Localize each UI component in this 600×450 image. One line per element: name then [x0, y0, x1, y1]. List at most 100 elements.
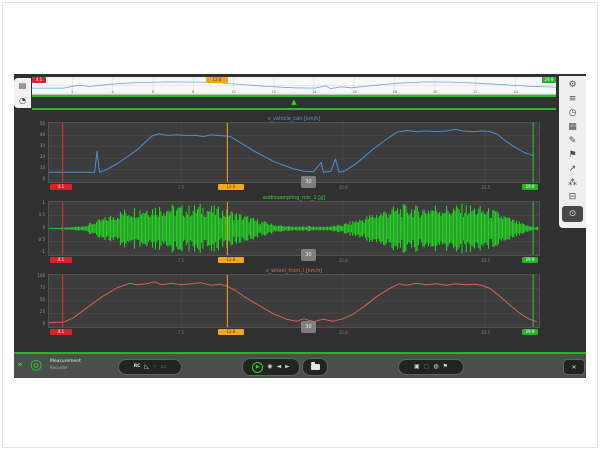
timeline-tick-label: 4	[111, 90, 114, 94]
zoom-handle[interactable]: 30	[301, 321, 316, 333]
cursor-badge-orange[interactable]: 12.6	[218, 257, 244, 263]
plot-area[interactable]: 30	[48, 201, 540, 261]
app-mode-text: Recorder	[50, 365, 68, 370]
zoom-handle[interactable]: 30	[301, 249, 316, 261]
x-tick-label: 15.0	[338, 258, 348, 263]
channel-list-icon[interactable]: ≡	[568, 94, 577, 104]
cursor-badge-green[interactable]: 29.9	[522, 257, 538, 263]
x-tick-label: 22.5	[481, 258, 491, 263]
file-actions-group: ▣ ▢ ◍ ⚑	[398, 359, 464, 375]
flag-marker-icon[interactable]: ⚑	[568, 150, 577, 160]
chart-title: v_wheel_front_l [km/h]	[265, 268, 323, 274]
timeline-cursor-badge-green[interactable]: 29.9	[542, 77, 556, 83]
x-tick-label: 7.5	[177, 258, 185, 263]
chart-title: v_vehicle_can [km/h]	[267, 116, 321, 122]
play-button[interactable]: ▶	[252, 361, 264, 373]
chart-config-icon[interactable]: ▦	[568, 122, 577, 132]
close-icon: ✕	[571, 363, 577, 371]
app-logo-icon: ◎	[30, 357, 43, 373]
y-tick-label: 100	[37, 273, 45, 278]
x-axis-row: 4.1 12.6 29.9 7.5 15.0 22.5	[48, 257, 540, 265]
x-tick-label: 7.5	[177, 330, 185, 335]
tool-disabled-1-icon: ◦	[153, 363, 157, 370]
y-axis-labels: 100 75 50 25 0	[33, 274, 46, 326]
x-axis-row: 4.1 12.6 29.9 7.5 15.0 22.5	[48, 329, 540, 337]
transport-controls: ▶ ◉ ◄ ►	[242, 358, 300, 376]
y-tick-label: 10	[39, 165, 45, 170]
fast-forward-icon[interactable]: »	[17, 360, 23, 370]
time-view-tab-icon[interactable]: ◔	[19, 95, 26, 105]
tool-disabled-2-icon: ▭	[160, 363, 167, 370]
zoom-scrollbar[interactable]: ▲	[32, 95, 556, 110]
measurement-files-tab-icon[interactable]: ▤	[18, 80, 27, 90]
plot-area[interactable]: 30	[48, 122, 540, 188]
open-folder-icon	[310, 362, 320, 370]
flag-report-icon[interactable]: ⚑	[442, 363, 448, 370]
x-tick-label: 7.5	[177, 185, 185, 190]
record-tools-group: RC ◺ ◦ ▭	[118, 359, 182, 375]
y-tick-label: 75	[39, 285, 45, 290]
y-tick-label: 50	[39, 297, 45, 302]
cursor-badge-orange[interactable]: 12.6	[218, 329, 244, 335]
y-tick-label: 20	[39, 154, 45, 159]
cursor-badge-orange[interactable]: 12.6	[218, 184, 244, 190]
timeline-cursor-badge-red[interactable]: 4.1	[32, 77, 46, 83]
bottom-toolbar: » ◎ Measurement Recorder RC ◺ ◦ ▭ ▶ ◉ ◄ …	[14, 352, 586, 378]
app-name-text: Measurement	[50, 359, 81, 364]
skip-forward-icon[interactable]: ►	[285, 363, 290, 370]
y-tick-label: 50	[39, 121, 45, 126]
right-sidebar: ⚙ ≡ ◷ ▦ ✎ ⚑ ↗ ⁂ ⊟ ⊙	[559, 76, 586, 228]
network-icon[interactable]: ⁂	[568, 178, 577, 188]
x-tick-label: 15.0	[338, 330, 348, 335]
cursor-badge-green[interactable]: 29.9	[522, 329, 538, 335]
overview-timeline[interactable]: 4.1 12.6 29.9 2 4 6 8 10 12 14 16 18 20 22 24	[32, 77, 556, 95]
settings-icon[interactable]: ⚙	[568, 80, 577, 90]
timeline-tick-label: 10	[231, 90, 236, 94]
vehicle-icon[interactable]: ⊟	[568, 192, 577, 202]
marker-bell-icon[interactable]: ◉	[267, 363, 273, 370]
timeline-cursor-badge-orange[interactable]: 12.6	[206, 77, 228, 83]
cursor-badge-red[interactable]: 4.1	[50, 257, 72, 263]
skip-back-icon[interactable]: ◄	[276, 363, 282, 370]
y-tick-label: 1	[42, 200, 45, 205]
app-window: ▤ ◔ 4.1 12.6 29.9 2 4 6 8 10 12 14 16 18 20 22 24 ▲…	[14, 74, 586, 378]
timeline-tick-label: 16	[352, 90, 357, 94]
stopwatch-icon[interactable]: ◷	[568, 108, 577, 118]
timeline-tick-label: 18	[392, 90, 397, 94]
annotate-pen-icon[interactable]: ✎	[568, 136, 577, 146]
print-icon[interactable]: ◍	[433, 363, 439, 370]
chart-title: audiosampling_mic_1 [g]	[262, 195, 326, 201]
y-tick-label: 25	[39, 309, 45, 314]
timeline-tick-label: 6	[151, 90, 155, 94]
y-axis-labels: 50 40 30 20 10 0	[33, 122, 46, 181]
timeline-tick-label: 22	[473, 90, 478, 94]
timeline-tick-label: 12	[271, 90, 277, 94]
zoom-handle[interactable]: 30	[301, 176, 316, 188]
y-tick-label: 0	[42, 321, 45, 326]
save-icon[interactable]: ▣	[414, 363, 420, 370]
y-tick-label: 0	[42, 224, 45, 230]
close-window-button[interactable]: ✕	[563, 359, 585, 375]
y-axis-labels: 1 0.5 0 -0.5 -1	[33, 201, 46, 254]
ruler-icon[interactable]: ◺	[144, 363, 150, 370]
y-tick-label: 40	[39, 132, 45, 137]
cursor-badge-green[interactable]: 29.9	[522, 184, 538, 190]
y-tick-label: 0	[42, 176, 45, 181]
x-tick-label: 22.5	[481, 185, 491, 190]
power-icon[interactable]: ⊙	[562, 206, 583, 222]
timeline-tick-label: 14	[311, 90, 317, 94]
timeline-tick-label: 20	[432, 90, 438, 94]
y-tick-label: 30	[39, 143, 45, 148]
app-status-label: Measurement Recorder	[50, 359, 81, 370]
cursor-badge-red[interactable]: 4.1	[50, 329, 72, 335]
left-tab-strip: ▤ ◔	[14, 78, 31, 108]
x-tick-label: 22.5	[481, 330, 491, 335]
overview-plot[interactable]	[32, 77, 556, 94]
open-file-button[interactable]	[302, 358, 328, 376]
plot-area[interactable]: 30	[48, 274, 540, 333]
cursor-badge-red[interactable]: 4.1	[50, 184, 72, 190]
export-icon[interactable]: ↗	[568, 164, 577, 174]
scrollbar-position-marker-icon[interactable]: ▲	[291, 98, 297, 106]
remote-control-button[interactable]: RC	[133, 364, 141, 369]
